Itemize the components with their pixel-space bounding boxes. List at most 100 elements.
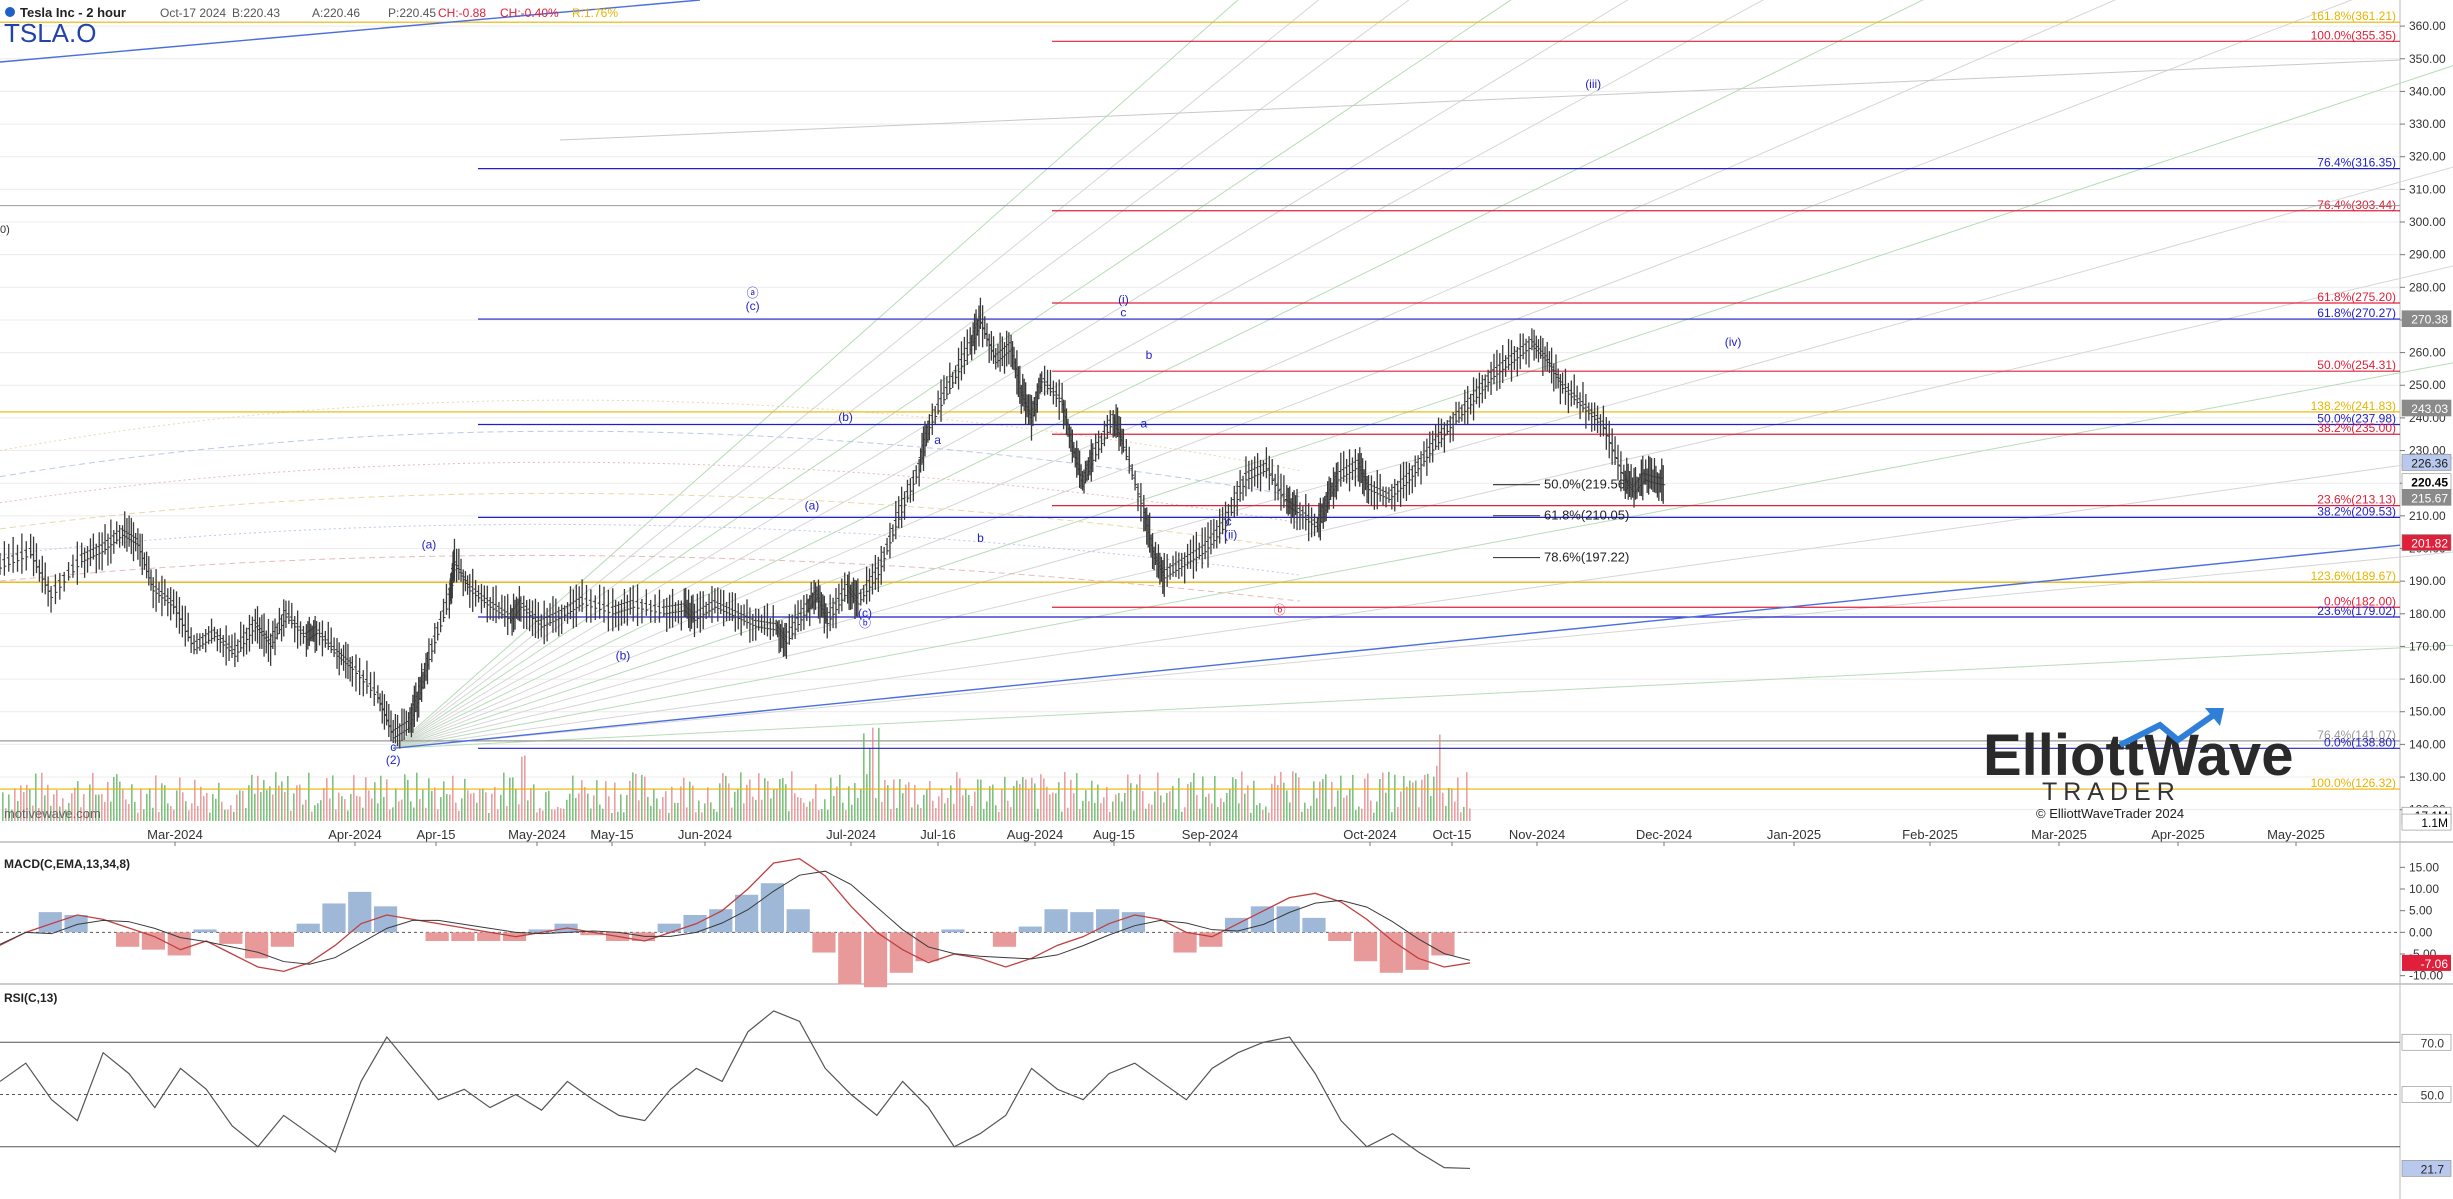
volume-bar: [1361, 808, 1363, 821]
volume-bar: [440, 797, 442, 821]
volume-bar: [173, 809, 175, 821]
quote-range: R:1.76%: [572, 6, 618, 20]
volume-bar: [494, 786, 496, 821]
rsi-panel: 70.0 50.0 21.7: [0, 1010, 2452, 1177]
fib-label: 23.6%(179.02): [2317, 604, 2396, 618]
fan-line: [392, 0, 1764, 749]
axis-tick-label: 130.00: [2409, 770, 2446, 784]
volume-bar: [767, 781, 769, 821]
volume-bar: [293, 793, 295, 821]
volume-bar: [323, 787, 325, 821]
volume-bar: [608, 796, 610, 821]
volume-bar: [1373, 812, 1375, 821]
volume-bar: [1202, 776, 1204, 821]
volume-bar: [1229, 788, 1231, 821]
moving-average-line: [0, 523, 1301, 576]
volume-bar: [1112, 801, 1114, 821]
volume-bar: [275, 772, 277, 821]
volume-bar: [836, 786, 838, 821]
volume-bar: [794, 793, 796, 821]
volume-bar: [992, 784, 994, 821]
volume-bar: [113, 776, 115, 821]
volume-bar: [152, 807, 154, 821]
volume-bar: [299, 784, 301, 821]
wave-labels: c(2)(a)(b)ⓐ(c)(a)(b)(c)ⓑab(i)cbac(ii)ⓑ(i…: [386, 77, 1742, 767]
volume-bar: [506, 805, 508, 821]
volume-bar: [485, 792, 487, 821]
volume-bar: [797, 797, 799, 821]
volume-bar: [1292, 771, 1294, 821]
volume-bar: [239, 790, 241, 821]
fib-label: 61.8%(270.27): [2317, 306, 2396, 320]
volume-bar: [395, 788, 397, 821]
volume-bar: [38, 807, 40, 821]
macd-histogram-bar: [657, 923, 681, 933]
volume-bar: [824, 799, 826, 821]
wave-label: (b): [838, 410, 853, 424]
volume-bar: [1040, 774, 1042, 821]
volume-bar: [986, 801, 988, 821]
macd-histogram-bar: [1044, 909, 1068, 933]
volume-bar: [281, 781, 283, 821]
volume-bar: [1094, 802, 1096, 821]
macd-histogram-bar: [245, 932, 269, 959]
volume-bar: [1433, 776, 1435, 821]
volume-bar: [311, 811, 313, 821]
wave-label: c: [390, 740, 396, 754]
volume-bar: [581, 780, 583, 821]
volume-bar: [413, 807, 415, 821]
volume-bar: [1211, 803, 1213, 821]
volume-bar: [755, 799, 757, 821]
time-tick-label: Jan-2025: [1767, 827, 1821, 842]
volume-bar: [830, 777, 832, 821]
wave-label: a: [934, 433, 941, 447]
volume-bar: [1286, 790, 1288, 821]
volume-bar: [1238, 803, 1240, 821]
volume-bar: [1247, 785, 1249, 821]
volume-bar: [920, 807, 922, 821]
volume-bar: [653, 788, 655, 821]
volume-bar: [1091, 780, 1093, 821]
price-series[interactable]: [0, 297, 1666, 749]
volume-bar: [278, 785, 280, 821]
volume-bar: [68, 802, 70, 821]
volume-bar: [893, 779, 895, 821]
wave-label: (i): [1118, 293, 1129, 307]
macd-histogram-bar: [709, 909, 733, 933]
volume-bar: [1376, 801, 1378, 821]
volume-bar: [74, 787, 76, 821]
volume-bar: [161, 783, 163, 821]
volume-bar: [269, 786, 271, 821]
price-marker-label: 201.82: [2411, 537, 2448, 551]
time-tick-label: Aug-15: [1093, 827, 1135, 842]
fib-label: 100.0%(126.32): [2311, 776, 2396, 790]
volume-bar: [923, 794, 925, 821]
volume-bar: [197, 806, 199, 821]
fan-line: [393, 644, 2453, 749]
volume-bar: [1109, 811, 1111, 821]
time-tick-label: May-2025: [2267, 827, 2325, 842]
volume-bar: [371, 798, 373, 821]
fan-line: [392, 0, 1512, 749]
macd-histogram-bar: [425, 932, 449, 941]
volume-bar: [863, 733, 865, 821]
fib-label: 50.0%(254.31): [2317, 358, 2396, 372]
volume-bar: [1085, 790, 1087, 821]
quote-price: P:220.45: [388, 6, 436, 20]
axis-tick-label: 300.00: [2409, 215, 2446, 229]
wave-label: ⓑ: [1274, 603, 1286, 617]
volume-bar: [560, 808, 562, 821]
quote-ask: A:220.46: [312, 6, 360, 20]
volume-bar: [1019, 783, 1021, 821]
volume-bar: [551, 809, 553, 821]
volume-bar: [800, 797, 802, 821]
volume-bar: [284, 791, 286, 821]
volume-bar: [953, 803, 955, 821]
rsi-title: RSI(C,13): [4, 991, 57, 1005]
volume-bar: [401, 799, 403, 821]
watermark: motivewave.com: [4, 806, 101, 821]
volume-bar: [317, 803, 319, 821]
macd-histogram-bar: [1276, 906, 1300, 933]
